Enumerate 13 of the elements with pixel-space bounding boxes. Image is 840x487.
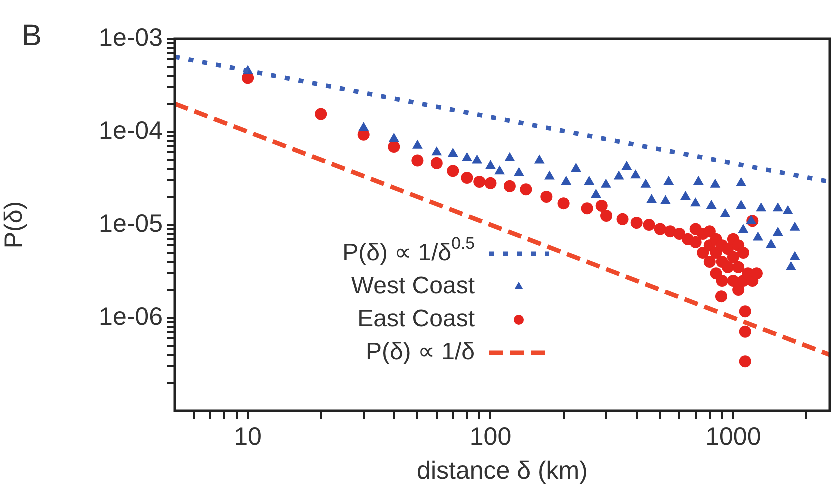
x-tick-label: 100 [470, 422, 512, 451]
x-axis-title: distance δ (km) [417, 456, 588, 485]
x-tick-label: 10 [234, 422, 262, 451]
y-axis-title: P(δ) [0, 201, 28, 249]
legend-label: West Coast [351, 272, 476, 300]
y-tick-label: 1e-06 [99, 302, 163, 331]
legend-label: P(δ) ∝ 1/δ [366, 338, 475, 366]
x-tick-label: 1000 [706, 422, 762, 451]
chart-title: B [22, 19, 42, 52]
y-tick-label: 1e-05 [99, 210, 163, 238]
y-tick-label: 1e-04 [99, 116, 164, 145]
legend-label: East Coast [358, 306, 476, 333]
y-tick-label: 1e-03 [99, 24, 163, 52]
